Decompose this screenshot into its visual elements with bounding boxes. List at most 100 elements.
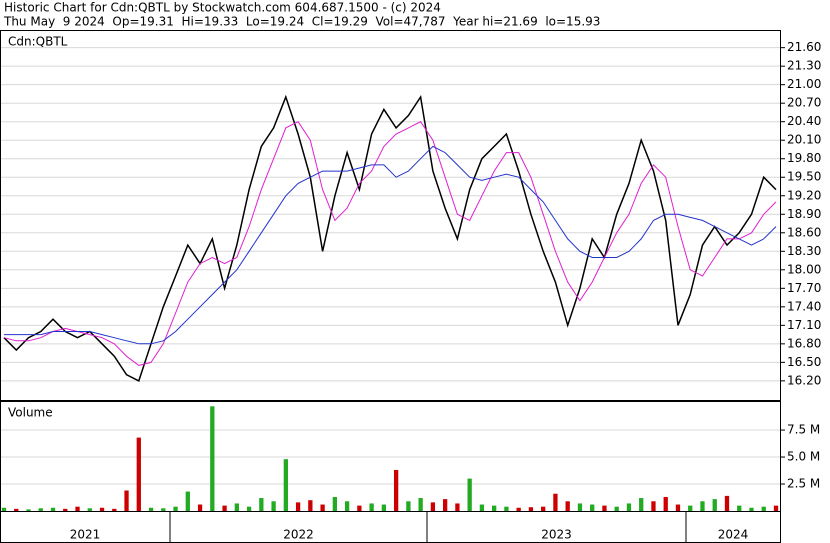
price-line — [4, 145, 777, 345]
volume-bar — [234, 503, 239, 511]
volume-bar — [737, 505, 742, 511]
time-axis — [0, 511, 781, 543]
volume-bar — [492, 505, 497, 511]
volume-bar — [516, 507, 521, 511]
volume-bar — [210, 406, 215, 511]
symbol-label: Cdn:QBTL — [8, 35, 68, 49]
price-line — [3, 94, 777, 382]
volume-bar — [381, 504, 387, 511]
volume-bar — [455, 503, 460, 511]
volume-bar — [651, 501, 656, 511]
volume-bar — [663, 496, 668, 511]
volume-bar — [283, 459, 288, 511]
volume-bar — [148, 507, 154, 511]
y-tick-label: 19.50 — [787, 170, 821, 184]
period-label: 2022 — [283, 528, 314, 542]
volume-bar — [541, 506, 546, 511]
volume-bar — [136, 437, 141, 511]
volume-bar — [344, 501, 350, 511]
chart-subtitle: Thu May 9 2024 Op=19.31 Hi=19.33 Lo=19.2… — [3, 15, 600, 29]
price-line — [3, 121, 777, 366]
price-panel — [0, 30, 781, 401]
y-tick-label: 16.50 — [787, 355, 821, 369]
volume-bar — [246, 506, 252, 511]
y-tick-label: 21.30 — [787, 59, 821, 73]
volume-bar — [173, 506, 178, 511]
volume-bar — [577, 503, 583, 511]
volume-bar — [87, 508, 92, 511]
volume-bar — [357, 505, 362, 511]
volume-bar — [14, 508, 19, 511]
volume-bar — [442, 499, 448, 511]
volume-bar — [590, 504, 595, 511]
volume-bar — [724, 495, 730, 511]
period-label: 2021 — [70, 528, 101, 542]
y-tick-label: 20.10 — [787, 133, 821, 147]
volume-bar — [700, 501, 705, 511]
volume-bar — [38, 508, 43, 511]
volume-bar — [271, 501, 276, 511]
y-tick-label: 18.30 — [787, 244, 821, 258]
volume-bar — [479, 504, 485, 511]
y-tick-label: 19.80 — [787, 151, 821, 165]
y-tick-label: 20.70 — [787, 96, 821, 110]
y-tick-label: 18.60 — [787, 225, 821, 239]
volume-bar — [222, 505, 227, 511]
y-tick-label: 18.90 — [787, 207, 821, 221]
volume-bar — [124, 490, 129, 511]
y-tick-label: 17.40 — [787, 299, 821, 313]
y-tick-label: 16.80 — [787, 336, 821, 350]
y-tick-label: 17.70 — [787, 281, 821, 295]
volume-bar — [406, 501, 411, 511]
volume-bar — [99, 507, 105, 511]
volume-bar — [295, 502, 301, 511]
volume-bar — [528, 507, 534, 511]
volume-bar — [63, 508, 68, 511]
volume-bar — [26, 509, 31, 511]
y-tick-label: 7.5 M — [787, 423, 820, 437]
volume-bar — [749, 507, 754, 511]
y-tick-label: 21.60 — [787, 40, 821, 54]
y-tick-label: 2.5 M — [787, 477, 820, 491]
volume-bar — [75, 506, 80, 511]
volume-bar — [50, 507, 56, 511]
volume-bar — [639, 498, 644, 511]
volume-bar — [675, 504, 681, 511]
volume-bar — [614, 506, 619, 511]
volume-bar — [112, 508, 117, 511]
chart-title: Historic Chart for Cdn:QBTL by Stockwatc… — [4, 1, 441, 15]
volume-bar — [1, 507, 7, 511]
y-tick-label: 20.40 — [787, 114, 821, 128]
volume-bar — [602, 505, 607, 511]
volume-bar — [369, 503, 374, 511]
volume-bar — [418, 498, 423, 511]
volume-bar — [308, 500, 313, 511]
volume-bar — [185, 491, 190, 511]
volume-bar — [688, 505, 693, 511]
volume-bar — [332, 496, 338, 511]
volume-bar — [467, 478, 472, 511]
volume-bar — [197, 504, 203, 511]
volume-bar — [430, 502, 436, 511]
y-tick-label: 18.00 — [787, 262, 821, 276]
period-label: 2023 — [541, 528, 572, 542]
volume-panel — [0, 401, 781, 512]
volume-bar — [259, 498, 264, 511]
volume-bar — [161, 508, 166, 511]
volume-bar — [565, 501, 570, 511]
y-tick-label: 21.00 — [787, 77, 821, 91]
volume-bar — [320, 504, 325, 511]
y-tick-label: 16.20 — [787, 373, 821, 387]
volume-bar — [504, 506, 509, 511]
volume-bar — [626, 503, 632, 511]
period-label: 2024 — [718, 528, 749, 542]
volume-bar — [553, 493, 558, 511]
y-tick-label: 17.10 — [787, 318, 821, 332]
volume-bar — [773, 505, 779, 511]
y-tick-label: 5.0 M — [787, 450, 820, 464]
volume-bar — [712, 499, 717, 511]
volume-bar — [393, 469, 399, 511]
volume-label: Volume — [8, 406, 53, 420]
y-tick-label: 19.20 — [787, 188, 821, 202]
